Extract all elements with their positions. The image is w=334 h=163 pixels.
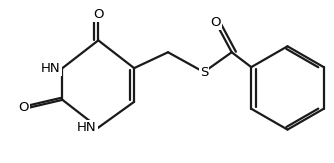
Text: O: O <box>210 16 221 29</box>
Text: HN: HN <box>41 62 61 75</box>
Text: S: S <box>200 66 208 79</box>
Text: HN: HN <box>77 121 97 134</box>
Text: O: O <box>18 101 29 114</box>
Text: O: O <box>93 8 104 21</box>
